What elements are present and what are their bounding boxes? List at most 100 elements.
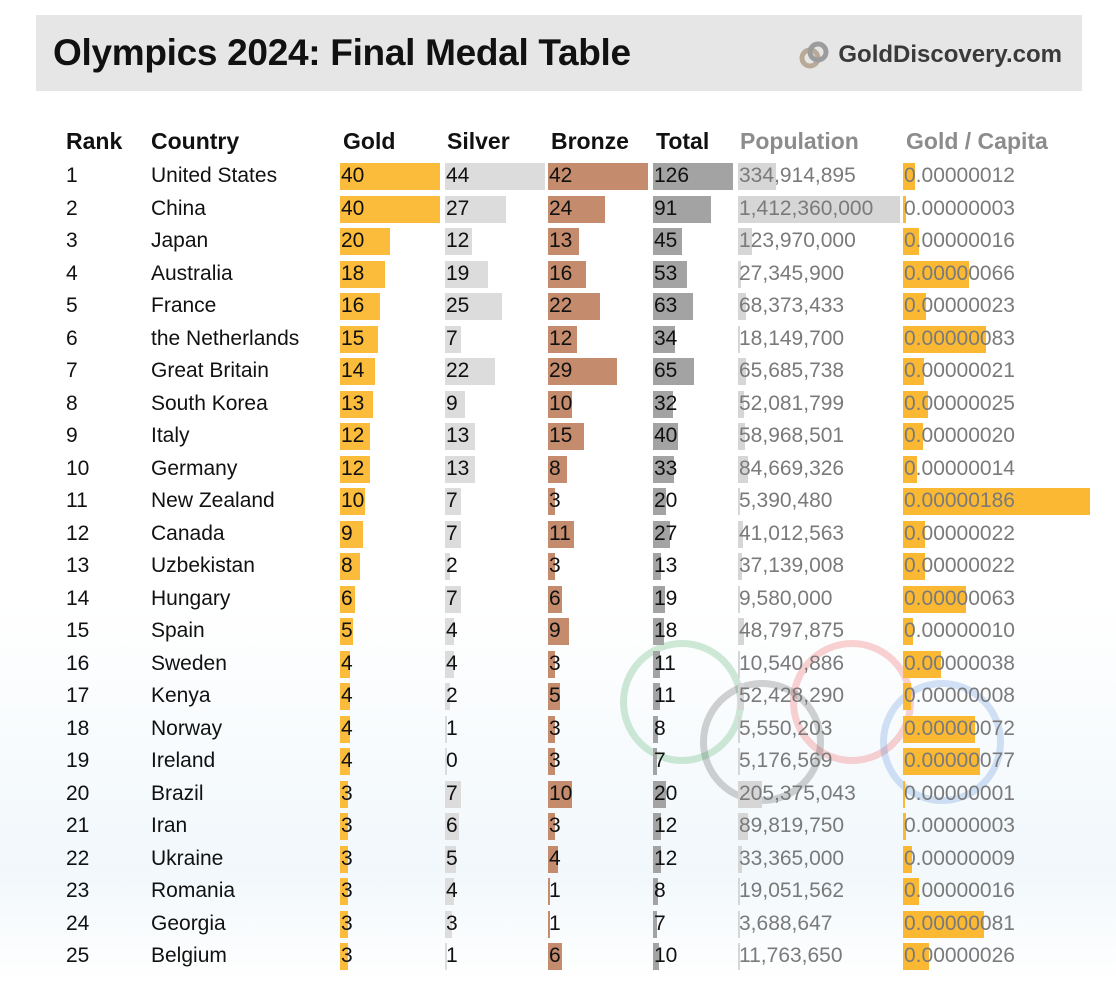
cell-text-rank: 8 [66,391,78,415]
data-bar-total [653,650,660,678]
data-bar-silver [445,325,461,353]
data-bar-population [738,715,740,743]
table-row: 25 Belgium 3 1 6 10 11,763,650 0.00000026 [0,940,1116,972]
cell-text-silver: 2 [446,684,458,707]
logo-text: GoldDiscovery.com [838,41,1062,68]
data-bar-gold-per-capita [903,618,914,645]
cell-country: Germany [151,453,237,485]
cell-text-population: 52,428,290 [739,684,845,707]
cell-text-gold: 4 [341,684,353,707]
cell-text-rank: 5 [66,294,78,317]
cell-text-rank: 10 [66,456,90,480]
data-bar-population [738,520,743,548]
cell-text-population: 58,968,501 [739,424,845,447]
cell-text-total: 40 [654,424,678,447]
cell-text-gold: 6 [341,586,353,610]
cell-total: 33 [653,453,677,485]
cell-text-rank: 16 [66,651,90,675]
data-bar-silver [445,878,455,905]
cell-gold-per-capita: 0.00000083 [903,323,1015,355]
cell-bronze: 6 [548,583,563,615]
data-bar-gold [340,715,350,743]
cell-text-rank: 15 [66,619,90,642]
cell-text-silver: 4 [446,619,458,642]
cell-text-gold: 14 [341,359,365,382]
cell-bronze: 3 [548,648,561,680]
data-bar-bronze [548,228,579,255]
cell-text-gold: 3 [341,944,353,967]
cell-country: Hungary [151,583,230,615]
cell-gold: 40 [340,160,440,192]
table-row: 21 Iran 3 6 3 12 89,819,750 0.00000003 [0,810,1116,842]
cell-country: Norway [151,713,222,745]
cell-text-gold-per-capita: 0.00000025 [904,391,1015,415]
cell-silver: 6 [445,810,459,842]
data-bar-total [653,943,660,970]
data-bar-total [653,748,658,775]
data-bar-bronze [548,618,570,645]
cell-text-total: 53 [654,261,678,285]
data-bar-gold [340,260,385,288]
cell-text-population: 37,139,008 [739,554,845,577]
cell-silver: 25 [445,290,502,322]
cell-country: United States [151,160,277,192]
cell-text-rank: 11 [66,489,88,512]
cell-gold: 5 [340,615,353,647]
cell-total: 11 [653,648,676,680]
cell-text-silver: 13 [446,424,470,447]
cell-gold-per-capita: 0.00000021 [903,355,1015,387]
cell-gold-per-capita: 0.00000012 [903,160,1015,192]
cell-text-bronze: 3 [549,749,561,772]
cell-rank: 7 [66,355,78,387]
cell-silver: 7 [445,778,461,810]
cell-text-gold-per-capita: 0.00000022 [904,521,1015,545]
cell-text-total: 33 [654,456,678,480]
cell-total: 53 [653,258,687,290]
cell-text-country: Ukraine [151,846,224,870]
cell-rank: 17 [66,680,89,712]
data-bar-gold [340,780,348,808]
cell-gold: 3 [340,908,353,940]
column-header-rank: Rank [66,128,123,154]
data-bar-gold-per-capita [903,553,926,580]
cell-text-silver: 4 [446,879,458,902]
cell-text-gold-per-capita: 0.00000186 [904,489,1015,512]
cell-text-gold: 18 [341,261,365,285]
cell-population: 52,428,290 [738,680,844,712]
cell-text-rank: 13 [66,554,90,577]
cell-population: 41,012,563 [738,518,844,550]
data-bar-total [653,358,695,385]
cell-total: 10 [653,940,677,972]
table-row: 13 Uzbekistan 8 2 3 13 37,139,008 0.00000022 [0,550,1116,582]
cell-gold: 9 [340,518,363,550]
cell-silver: 4 [445,615,458,647]
cell-text-rank: 7 [66,359,78,382]
data-bar-total [653,553,662,580]
data-bar-population [738,910,740,938]
cell-gold: 3 [340,940,353,972]
cell-rank: 13 [66,550,89,582]
cell-rank: 18 [66,713,89,745]
data-bar-gold [340,683,350,710]
data-bar-gold [340,618,353,645]
cell-text-total: 10 [654,944,678,967]
cell-text-silver: 1 [446,944,458,967]
cell-text-gold: 3 [341,911,353,935]
table-row: 23 Romania 3 4 1 8 19,051,562 0.00000016 [0,875,1116,907]
cell-text-gold-per-capita: 0.00000066 [904,261,1015,285]
chain-link-logo-icon [799,41,829,69]
cell-country: Great Britain [151,355,269,387]
data-bar-silver [445,488,461,515]
table-row: 18 Norway 4 1 3 8 5,550,203 0.00000072 [0,713,1116,745]
cell-text-rank: 2 [66,196,78,220]
cell-text-bronze: 29 [549,359,573,382]
data-bar-gold-per-capita [903,748,981,775]
cell-text-gold-per-capita: 0.00000008 [904,684,1015,707]
data-bar-gold [340,845,348,873]
cell-country: South Korea [151,388,268,420]
data-bar-gold [340,423,370,450]
cell-text-country: Kenya [151,684,211,707]
cell-gold-per-capita: 0.00000186 [903,485,1090,517]
cell-total: 20 [653,485,677,517]
cell-text-bronze: 3 [549,554,561,577]
